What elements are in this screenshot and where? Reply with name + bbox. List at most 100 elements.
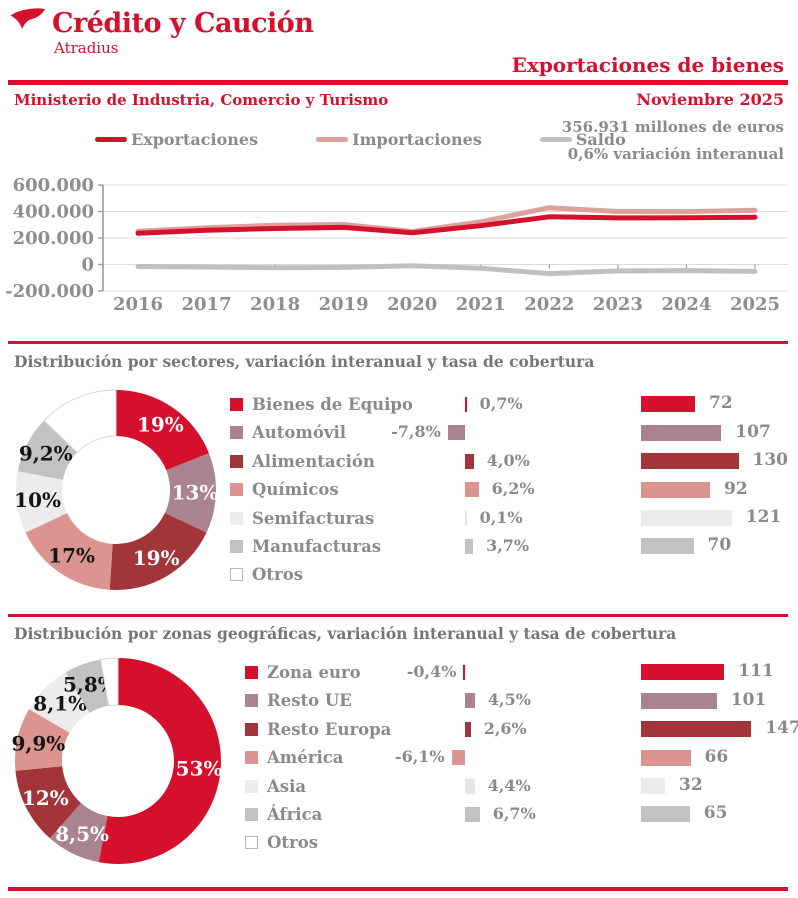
legend-label: América [267, 748, 344, 768]
variation-bar [465, 778, 475, 794]
variation-bar [465, 482, 479, 498]
svg-text:2024: 2024 [661, 294, 711, 315]
legend-swatch [230, 539, 243, 553]
zones-variation-bars: -0,4% 4,5% 2,6% -6,1% 4,4% 6,7% [380, 648, 560, 884]
variation-bar [463, 664, 465, 680]
importaciones-line-swatch [316, 137, 349, 142]
legend-row-áfrica: África [245, 800, 322, 828]
variation-bar [465, 721, 471, 737]
legend-label: Manufacturas [252, 536, 382, 556]
variation-bar [465, 806, 480, 822]
donut-slice-automóvil [164, 453, 216, 533]
svg-text:600.000: 600.000 [13, 175, 94, 196]
variation-bar [465, 453, 474, 469]
donut-slice-label: 9,2% [19, 442, 73, 466]
donut-slice-químicos [25, 512, 113, 590]
legend-item-exportaciones: Exportaciones [95, 130, 258, 149]
coverage-bar [641, 692, 717, 709]
donut-slice-label: 8,5% [55, 822, 109, 846]
coverage-value: 121 [745, 507, 782, 528]
legend-label: Automóvil [252, 423, 347, 443]
coverage-value: 72 [709, 393, 733, 414]
sectors-coverage-bars: 72 107 130 92 121 70 [633, 378, 798, 610]
donut-slice-label: 17% [48, 543, 95, 567]
legend-row-otros: Otros [230, 561, 303, 589]
period-label: Noviembre 2025 [636, 90, 784, 109]
svg-text:200.000: 200.000 [13, 228, 94, 249]
legend-label: Resto UE [267, 691, 352, 711]
source-label: Ministerio de Industria, Comercio y Turi… [14, 91, 389, 109]
zones-coverage-bars: 111 101 147 66 32 65 [633, 648, 798, 884]
variation-value: 4,4% [487, 775, 531, 795]
variation-value: -6,1% [394, 747, 445, 767]
donut-slice-label: 10% [14, 488, 61, 512]
donut-slice-asia [29, 672, 90, 733]
legend-label: Bienes de Equipo [252, 394, 413, 414]
variation-bar [447, 425, 465, 441]
donut-slice-américa [15, 709, 70, 771]
legend-swatch [245, 779, 258, 793]
donut-slice-otros [100, 657, 119, 707]
variation-value: 4,0% [486, 450, 530, 470]
coverage-value: 111 [738, 661, 774, 682]
coverage-bar [641, 481, 710, 498]
sectors-donut-chart: 19% 13% 19% 17% 10% 9,2% [14, 389, 218, 590]
coverage-value: 70 [707, 535, 732, 556]
coverage-bar [641, 721, 752, 738]
coverage-value: 107 [735, 421, 771, 442]
coverage-bar [641, 664, 725, 681]
donut-slice-manufacturas [17, 420, 78, 480]
stat-total: 356.931 millones de euros [561, 118, 784, 136]
sectors-section: 19% 13% 19% 17% 10% 9,2% Bienes de Equipo Auto… [0, 378, 798, 610]
legend-swatch [245, 665, 258, 679]
svg-text:2023: 2023 [593, 294, 643, 315]
coverage-bar [641, 778, 665, 795]
coverage-bar [641, 538, 694, 555]
legend-label: Resto Europa [267, 719, 392, 739]
coverage-bar [641, 453, 739, 470]
donut-slice-label: 8,1% [33, 692, 87, 716]
variation-bar [465, 538, 474, 554]
brand-logo: Crédito y Caución Atradius [10, 8, 314, 57]
coverage-bar [641, 510, 732, 527]
donut-slice-label: 19% [137, 413, 184, 437]
legend-row-resto-europa: Resto Europa [245, 715, 391, 743]
coverage-bar [641, 806, 690, 823]
donut-slice-label: 12% [22, 786, 69, 810]
coverage-value: 101 [730, 689, 767, 710]
donut-slice-label: 53% [176, 757, 223, 781]
svg-text:2025: 2025 [730, 294, 780, 315]
legend-item-importaciones: Importaciones [316, 130, 482, 149]
legend-label: Importaciones [352, 130, 482, 149]
donut-slice-otros [43, 389, 117, 454]
svg-text:2016: 2016 [113, 294, 163, 315]
sectors-legend: Bienes de Equipo Automóvil Alimentación Quí… [230, 378, 413, 610]
donut-slice-resto-ue [49, 803, 108, 863]
legend-row-automóvil: Automóvil [230, 418, 346, 446]
zones-section: 53% 8,5% 12% 9,9% 8,1% 5,8% Zona euro Resto UE… [0, 648, 798, 884]
header-rule [8, 80, 788, 85]
donut-slice-alimentación [109, 512, 207, 590]
section-divider [8, 614, 788, 617]
sectors-variation-bars: 0,7% -7,8% 4,0% 6,2% 0,1% 3,7% [380, 378, 560, 610]
legend-swatch [245, 836, 258, 850]
coverage-value: 147 [765, 718, 798, 739]
legend-row-asia: Asia [245, 772, 306, 800]
donut-slice-label: 9,9% [11, 732, 65, 756]
legend-row-manufacturas: Manufacturas [230, 532, 381, 560]
variation-bar [465, 693, 475, 709]
svg-text:400.000: 400.000 [13, 202, 94, 223]
legend-label: Exportaciones [131, 130, 259, 149]
coverage-value: 66 [704, 746, 729, 767]
svg-text:2019: 2019 [319, 294, 369, 315]
legend-item-saldo: Saldo [539, 130, 626, 149]
exportaciones-line [135, 214, 758, 236]
zones-donut-chart: 53%8,5%12%9,9%8,1%5,8% [11, 657, 223, 864]
variation-value: -0,4% [406, 661, 457, 681]
variation-value: 4,5% [487, 690, 531, 710]
brand-name: Crédito y Caución [52, 8, 314, 39]
legend-row-américa: América [245, 743, 343, 771]
brand-subtitle: Atradius [54, 39, 119, 57]
footer-rule [8, 887, 788, 891]
legend-swatch [230, 397, 243, 411]
